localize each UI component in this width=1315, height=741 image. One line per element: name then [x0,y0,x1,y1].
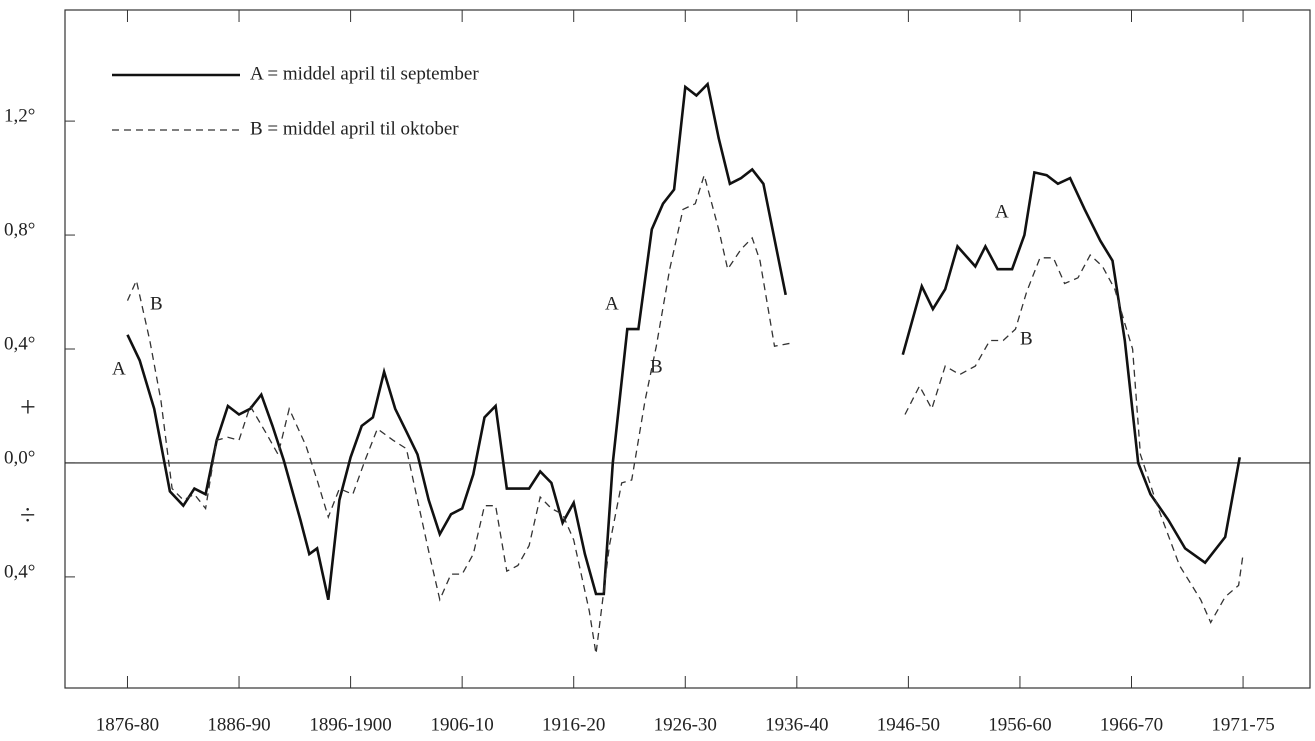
annotation: ÷ [20,500,35,531]
x-tick-label: 1956-60 [988,714,1051,735]
y-tick-label: 0,4° [4,561,35,582]
annotation: B [150,293,163,314]
x-tick-label: 1916-20 [542,714,605,735]
x-tick-label: 1896-1900 [309,714,391,735]
series-line [126,172,1244,654]
x-tick-label: 1966-70 [1100,714,1163,735]
y-tick-label: 0,4° [4,333,35,354]
x-tick-label: 1936-40 [765,714,828,735]
y-tick-label: 0,0° [4,447,35,468]
legend-label: B = middel april til oktober [250,118,459,139]
annotation: B [650,356,663,377]
annotation: A [605,293,619,314]
series-line [126,81,1241,600]
legend-label: A = middel april til september [250,63,479,84]
annotation: A [112,358,126,379]
y-tick-label: 0,8° [4,219,35,240]
plot-frame [64,9,1311,689]
x-tick-label: 1886-90 [207,714,270,735]
annotation: A [995,201,1009,222]
annotation: B [1020,328,1033,349]
x-tick-label: 1906-10 [430,714,493,735]
x-tick-label: 1946-50 [877,714,940,735]
annotation: + [20,392,36,423]
y-tick-label: 1,2° [4,105,35,126]
x-tick-label: 1876-80 [96,714,159,735]
x-tick-label: 1971-75 [1211,714,1274,735]
x-tick-label: 1926-30 [654,714,717,735]
